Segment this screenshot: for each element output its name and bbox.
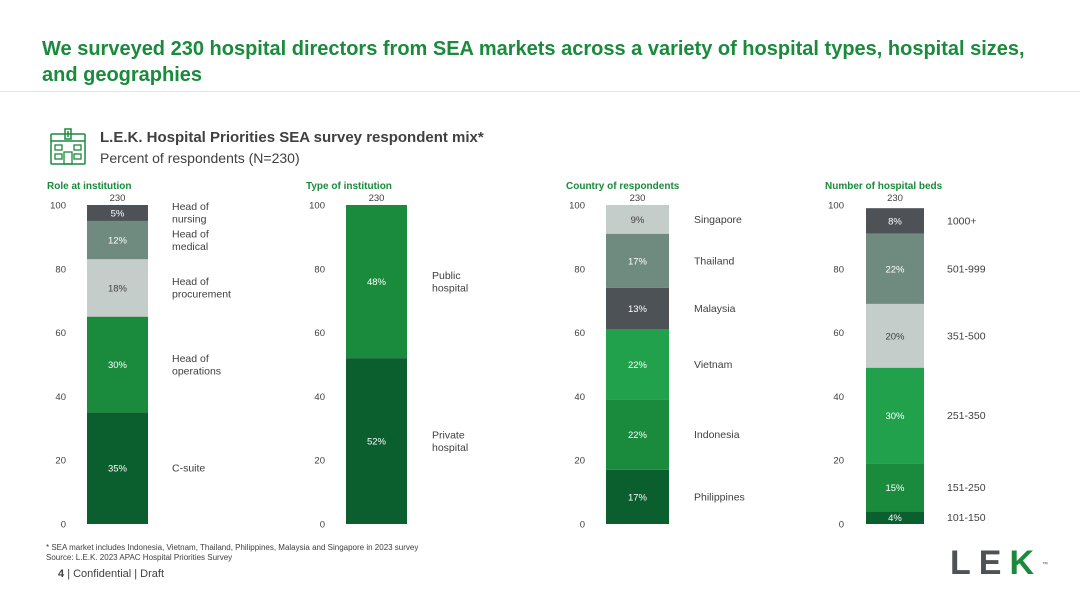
page-footer: 4 | Confidential | Draft bbox=[58, 568, 164, 580]
y-tick-label: 20 bbox=[314, 456, 325, 467]
segment-value-label: 13% bbox=[628, 304, 648, 315]
segment-category-label: Private hospital bbox=[432, 429, 468, 454]
segment-value-label: 22% bbox=[628, 430, 648, 441]
segment-category-label: Vietnam bbox=[694, 359, 733, 371]
panel-title: Number of hospital beds bbox=[825, 181, 943, 192]
segment-value-label: 17% bbox=[628, 492, 648, 503]
bar-total-label: 230 bbox=[630, 193, 646, 204]
logo-letter-e: E bbox=[979, 544, 1010, 582]
segment-value-label: 22% bbox=[885, 264, 905, 275]
segment-category-label: 351-500 bbox=[947, 330, 986, 342]
confidentiality-label: | Confidential | Draft bbox=[67, 568, 164, 580]
bar-total-label: 230 bbox=[369, 193, 385, 204]
segment-category-label: Head of procurement bbox=[172, 276, 231, 301]
page-number: 4 bbox=[58, 568, 64, 580]
y-tick-label: 60 bbox=[314, 328, 325, 339]
y-tick-label: 80 bbox=[833, 264, 844, 275]
y-tick-label: 60 bbox=[574, 328, 585, 339]
y-tick-label: 60 bbox=[833, 328, 844, 339]
segment-category-label: Philippines bbox=[694, 491, 745, 503]
segment-category-label: Singapore bbox=[694, 214, 742, 226]
y-tick-label: 40 bbox=[833, 392, 844, 403]
segment-value-label: 52% bbox=[367, 437, 387, 448]
segment-value-label: 18% bbox=[108, 283, 128, 294]
logo-letter-l: L bbox=[950, 544, 979, 582]
footnote-scope: * SEA market includes Indonesia, Vietnam… bbox=[46, 543, 418, 553]
y-tick-label: 20 bbox=[574, 456, 585, 467]
bar-total-label: 230 bbox=[110, 193, 126, 204]
logo-trademark: ™ bbox=[1042, 548, 1048, 582]
segment-category-label: Head of medical bbox=[172, 228, 209, 253]
segment-value-label: 20% bbox=[885, 331, 905, 342]
segment-category-label: 101-150 bbox=[947, 512, 986, 524]
logo-letter-k: K bbox=[1009, 544, 1042, 582]
y-tick-label: 100 bbox=[309, 201, 325, 212]
segment-category-label: Head of nursing bbox=[172, 201, 209, 226]
y-tick-label: 20 bbox=[833, 456, 844, 467]
segment-value-label: 8% bbox=[888, 216, 902, 227]
segment-category-label: C-suite bbox=[172, 463, 205, 475]
y-tick-label: 80 bbox=[314, 264, 325, 275]
segment-category-label: 251-350 bbox=[947, 410, 986, 422]
segment-category-label: 151-250 bbox=[947, 482, 986, 494]
segment-value-label: 48% bbox=[367, 277, 387, 288]
y-tick-label: 80 bbox=[574, 264, 585, 275]
y-tick-label: 0 bbox=[839, 520, 844, 531]
footnote: * SEA market includes Indonesia, Vietnam… bbox=[46, 543, 418, 563]
segment-category-label: Thailand bbox=[694, 255, 734, 267]
y-tick-label: 80 bbox=[55, 264, 66, 275]
bar-total-label: 230 bbox=[887, 193, 903, 204]
y-tick-label: 40 bbox=[55, 392, 66, 403]
segment-value-label: 30% bbox=[885, 411, 905, 422]
y-tick-label: 100 bbox=[569, 201, 585, 212]
segment-category-label: 501-999 bbox=[947, 263, 986, 275]
segment-value-label: 22% bbox=[628, 360, 648, 371]
y-tick-label: 40 bbox=[574, 392, 585, 403]
segment-value-label: 12% bbox=[108, 236, 128, 247]
panel-title: Type of institution bbox=[306, 181, 392, 192]
segment-value-label: 35% bbox=[108, 464, 128, 475]
segment-value-label: 4% bbox=[888, 513, 902, 524]
y-tick-label: 0 bbox=[320, 520, 325, 531]
segment-category-label: Head of operations bbox=[172, 353, 221, 378]
y-tick-label: 20 bbox=[55, 456, 66, 467]
y-tick-label: 0 bbox=[580, 520, 585, 531]
lek-logo: LEK ™ bbox=[950, 546, 1042, 580]
panel-title: Role at institution bbox=[47, 181, 131, 192]
segment-category-label: Public hospital bbox=[432, 270, 468, 295]
y-tick-label: 60 bbox=[55, 328, 66, 339]
segment-category-label: Indonesia bbox=[694, 429, 740, 441]
segment-category-label: 1000+ bbox=[947, 215, 977, 227]
segment-value-label: 9% bbox=[631, 215, 645, 226]
y-tick-label: 0 bbox=[61, 520, 66, 531]
panel-title: Country of respondents bbox=[566, 181, 680, 192]
segment-value-label: 17% bbox=[628, 256, 648, 267]
segment-category-label: Malaysia bbox=[694, 303, 736, 315]
footnote-source: Source: L.E.K. 2023 APAC Hospital Priori… bbox=[46, 553, 418, 563]
y-tick-label: 100 bbox=[50, 201, 66, 212]
segment-value-label: 15% bbox=[885, 483, 905, 494]
segment-value-label: 30% bbox=[108, 360, 128, 371]
y-tick-label: 40 bbox=[314, 392, 325, 403]
y-tick-label: 100 bbox=[828, 201, 844, 212]
segment-value-label: 5% bbox=[111, 208, 125, 219]
